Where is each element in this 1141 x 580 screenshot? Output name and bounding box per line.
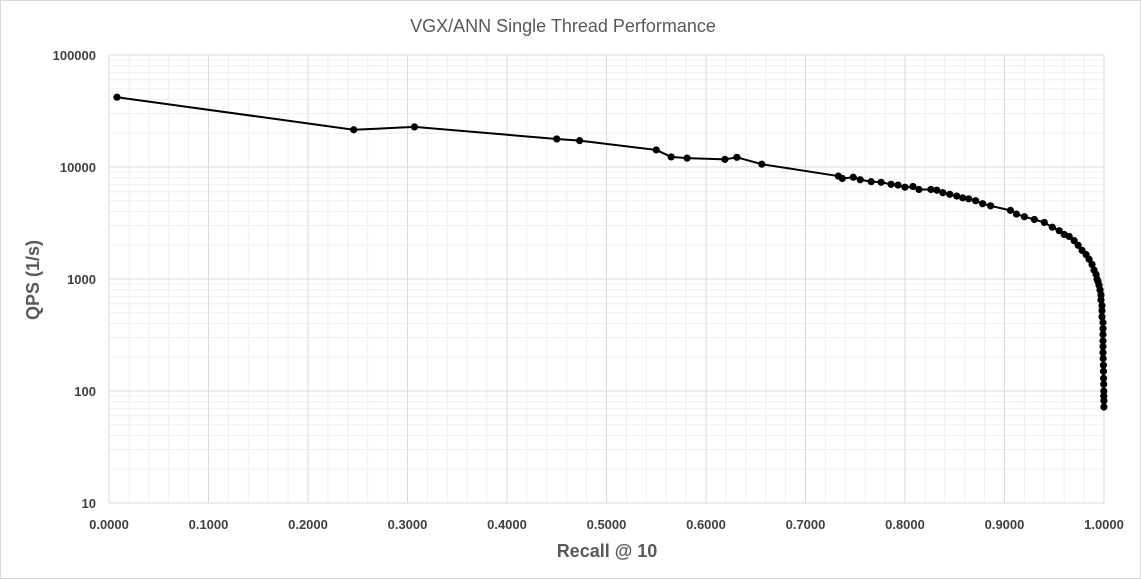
data-point [1098,307,1106,315]
data-point [1020,213,1028,221]
y-tick-labels: 10 100 1000 10000 100000 [53,48,96,511]
y-tick-label: 1000 [67,272,96,287]
data-point [867,178,875,186]
data-point [1099,330,1107,339]
data-point [1074,241,1082,249]
data-point [953,192,961,200]
data-point [1098,301,1106,310]
data-point [553,135,561,143]
data-point [965,195,973,203]
grid [108,54,1105,504]
y-tick-label: 100000 [53,48,96,63]
data-point [733,153,741,161]
data-point [1099,354,1107,363]
x-tick-label: 1.0000 [1084,517,1124,532]
data-point [1098,313,1106,321]
data-point [1099,349,1107,357]
data-point [972,197,980,205]
data-point [1100,380,1108,388]
data-point [946,190,954,198]
data-point [1099,342,1107,351]
data-point [909,182,917,191]
x-tick-labels: 0.0000 0.1000 0.2000 0.3000 0.4000 0.5000 0.60… [89,517,1124,532]
data-point [1088,260,1096,269]
y-axis-title: QPS (1/s) [23,240,43,320]
data-point [986,202,995,210]
data-point [1100,397,1108,405]
data-point [576,137,584,145]
data-point [838,174,846,183]
x-tick-label: 0.1000 [189,517,229,532]
data-point [1048,223,1056,231]
data-point [683,154,691,162]
data-point [667,153,675,161]
data-point [901,183,909,191]
data-point [849,173,857,181]
data-point [915,185,923,194]
data-point [856,176,864,184]
data-point [1100,374,1108,382]
data-point [1055,227,1063,235]
data-point [1100,403,1108,411]
x-tick-label: 0.6000 [686,517,726,532]
data-point [959,194,967,202]
data-point [1030,215,1038,224]
data-point [652,146,660,154]
chart-title: VGX/ANN Single Thread Performance [410,16,716,36]
x-tick-label: 0.5000 [587,517,627,532]
data-point [1099,325,1107,333]
x-tick-label: 0.7000 [786,517,826,532]
y-tick-label: 10000 [60,160,96,175]
x-tick-label: 0.9000 [985,517,1025,532]
data-point [113,93,121,101]
data-point [410,123,419,131]
data-point [1097,291,1105,299]
y-tick-label: 100 [74,384,96,399]
data-point [1099,361,1108,369]
data-point [350,126,358,134]
data-point [887,180,895,188]
x-tick-label: 0.8000 [885,517,925,532]
series-group [113,93,1108,411]
data-point [877,178,885,186]
data-point [1006,206,1015,214]
data-point [894,181,902,189]
x-axis-title: Recall @ 10 [557,541,658,561]
data-point [721,155,729,163]
data-point [927,185,935,194]
series-line [116,96,1105,407]
x-tick-label: 0.4000 [487,517,527,532]
data-point [1040,218,1048,227]
data-point [979,200,987,208]
data-point [1012,210,1021,218]
data-point [758,160,766,168]
data-point [1100,387,1108,395]
data-point [1099,318,1107,326]
data-point [1065,232,1073,241]
data-point [1099,367,1108,375]
data-point [1099,337,1107,345]
data-point [933,186,941,194]
x-tick-label: 0.3000 [388,517,428,532]
x-tick-label: 0.2000 [288,517,328,532]
x-tick-label: 0.0000 [89,517,129,532]
data-point [1097,296,1105,304]
y-tick-label: 10 [82,496,96,511]
data-point [939,189,947,197]
